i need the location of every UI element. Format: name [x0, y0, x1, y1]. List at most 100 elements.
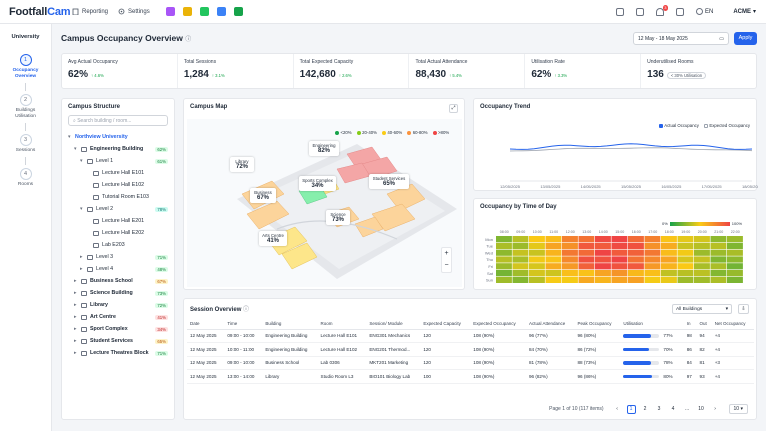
level-icon — [87, 158, 93, 164]
table-row[interactable]: 12 May 2025 13:00 - 14:00 Library Studio Ro… — [187, 369, 754, 384]
nav-reporting[interactable]: Reporting — [72, 8, 108, 15]
info-icon[interactable]: ⓘ — [185, 37, 192, 43]
tree-node[interactable]: ▸ Business School 67% — [68, 275, 168, 287]
page-2-button[interactable]: 2 — [643, 406, 647, 412]
apply-button[interactable]: Apply — [734, 32, 757, 45]
column-header[interactable]: Expected Occupancy — [470, 319, 526, 330]
page-3-button[interactable]: 3 — [657, 406, 661, 412]
tree-node[interactable]: ▾ Engineering Building 62% — [68, 143, 168, 155]
tree-node-label: Level 3 — [96, 254, 114, 260]
sidebar-step-buildings[interactable]: 2 Buildings Utilisation — [0, 94, 51, 120]
app-shortcut-icon-1[interactable] — [165, 7, 175, 16]
building-icon — [81, 314, 87, 320]
app-logo[interactable]: FootfallCam — [9, 5, 71, 18]
fullscreen-icon[interactable]: ⤢ — [449, 104, 458, 113]
column-header[interactable]: Session/ Module — [366, 319, 421, 330]
legend-actual[interactable]: Actual Occupancy — [658, 123, 699, 128]
column-header[interactable]: Net Occupancy — [711, 319, 754, 330]
heat-cell — [611, 256, 628, 263]
next-page-button[interactable]: › — [714, 406, 716, 412]
tree-node[interactable]: ▸ Level 4 48% — [68, 263, 168, 275]
nav-settings[interactable]: Settings — [118, 8, 150, 15]
zoom-out-button[interactable]: − — [444, 262, 449, 269]
prev-page-button[interactable]: ‹ — [616, 406, 618, 412]
tree-node[interactable]: ▾ Level 1 61% — [68, 155, 168, 167]
date-range-picker[interactable]: 12 May - 18 May 2025 ▭ — [633, 32, 729, 45]
map-label-student-services[interactable]: Student Services 65% — [369, 174, 409, 189]
page-4-button[interactable]: 4 — [671, 406, 675, 412]
tree-node[interactable]: Lecture Hall E102 — [68, 179, 168, 191]
export-icon[interactable]: ⇩ — [738, 304, 749, 314]
tree-node[interactable]: ▾ Level 2 78% — [68, 203, 168, 215]
hour-label: 12:00 — [566, 230, 575, 234]
map-label-arts-centre[interactable]: Arts Centre 41% — [259, 231, 287, 246]
column-header[interactable]: Time — [224, 319, 263, 330]
tree-node[interactable]: ▾ Northview University — [68, 131, 168, 143]
heat-cell — [611, 276, 628, 283]
building-icon — [81, 302, 87, 308]
page-10-button[interactable]: 10 — [698, 406, 704, 412]
sidebar-step-rooms[interactable]: 4 Rooms — [0, 168, 51, 188]
column-header[interactable]: Expected Capacity — [420, 319, 471, 330]
tree-node[interactable]: ▸ Library 72% — [68, 299, 168, 311]
tree-node[interactable]: Lab E203 — [68, 239, 168, 251]
chat-icon[interactable] — [615, 7, 624, 16]
tree-node[interactable]: ▸ Art Centre 41% — [68, 311, 168, 323]
sidebar-step-sessions[interactable]: 3 Sessions — [0, 134, 51, 154]
utilisation-bar-fill — [623, 374, 653, 379]
column-header[interactable]: Room — [317, 319, 367, 330]
language-selector[interactable]: EN — [695, 8, 713, 15]
map-label-engineering[interactable]: Engineering 82% — [309, 141, 339, 156]
heat-cell — [578, 236, 595, 243]
monitor-icon[interactable] — [635, 7, 644, 16]
map-label-library[interactable]: Library 72% — [230, 157, 254, 172]
heat-cell — [562, 263, 578, 270]
tree-node[interactable]: Lecture Hall E201 — [68, 215, 168, 227]
map-label-science[interactable]: Science 73% — [326, 210, 350, 225]
app-shortcut-icon-4[interactable] — [216, 7, 226, 16]
column-header[interactable]: Actual Attendance — [525, 319, 575, 330]
megaphone-icon[interactable] — [675, 7, 684, 16]
zoom-in-button[interactable]: + — [444, 250, 449, 257]
tree-node[interactable]: ▸ Level 3 71% — [68, 251, 168, 263]
building-filter-select[interactable]: All Buildings ▾ — [672, 304, 732, 314]
app-shortcut-icon-2[interactable] — [182, 7, 192, 16]
map-label-business[interactable]: Business 67% — [250, 188, 276, 203]
bell-icon[interactable]: 3 — [655, 4, 668, 16]
heat-cell — [661, 236, 677, 243]
column-header[interactable]: Out — [696, 319, 712, 330]
page-1-button[interactable]: 1 — [626, 404, 636, 414]
column-header[interactable]: Date — [187, 319, 225, 330]
per-page-select[interactable]: 10 ▾ — [728, 404, 748, 414]
map-label-sports-complex[interactable]: Sports Complex 34% — [299, 176, 336, 191]
heatmap-scale: 0% 100% — [661, 221, 742, 226]
table-row[interactable]: 12 May 2025 10:00 - 11:00 Engineering Buil… — [187, 342, 754, 357]
column-header[interactable]: Peak Occupancy — [574, 319, 621, 330]
column-header[interactable]: Building — [262, 319, 318, 330]
map-canvas[interactable]: <20% 20-40% 40-60% 60-80% >80% Engineering 82… — [187, 119, 462, 287]
column-header[interactable]: Utilisation — [620, 319, 684, 330]
tree-node[interactable]: ▸ Lecture Theatres Block 71% — [68, 347, 168, 359]
heat-cell — [710, 236, 727, 243]
tree-node[interactable]: ▸ Science Building 73% — [68, 287, 168, 299]
info-icon[interactable]: ⓘ — [243, 307, 250, 313]
sidebar-step-occupancy[interactable]: 1 Occupancy Overview — [0, 54, 51, 80]
app-shortcut-icon-5[interactable] — [233, 7, 243, 16]
tree-node[interactable]: Tutorial Room E103 — [68, 191, 168, 203]
tree-node-label: Library — [90, 302, 108, 308]
tree-node[interactable]: ▸ Sport Complex 34% — [68, 323, 168, 335]
tree-node-label: Sport Complex — [90, 326, 128, 332]
tree-node[interactable]: ▸ Student Services 65% — [68, 335, 168, 347]
cell-date: 12 May 2025 — [187, 329, 225, 343]
tree-node[interactable]: Lecture Hall E101 — [68, 167, 168, 179]
utilisation-bar — [623, 334, 660, 338]
column-header[interactable]: In — [683, 319, 697, 330]
hour-label: 09:00 — [516, 230, 525, 234]
app-shortcut-icon-3[interactable] — [199, 7, 209, 16]
table-row[interactable]: 12 May 2025 09:00 - 10:00 Business School L… — [187, 356, 754, 370]
table-row[interactable]: 12 May 2025 09:00 - 10:00 Engineering Buil… — [187, 329, 754, 343]
tree-node[interactable]: Lecture Hall E202 — [68, 227, 168, 239]
user-menu[interactable]: ACME ▾ — [733, 8, 756, 16]
legend-expected[interactable]: Expected Occupancy — [703, 123, 750, 128]
tree-search-input[interactable]: ⌕ Search building / room... — [68, 115, 168, 126]
